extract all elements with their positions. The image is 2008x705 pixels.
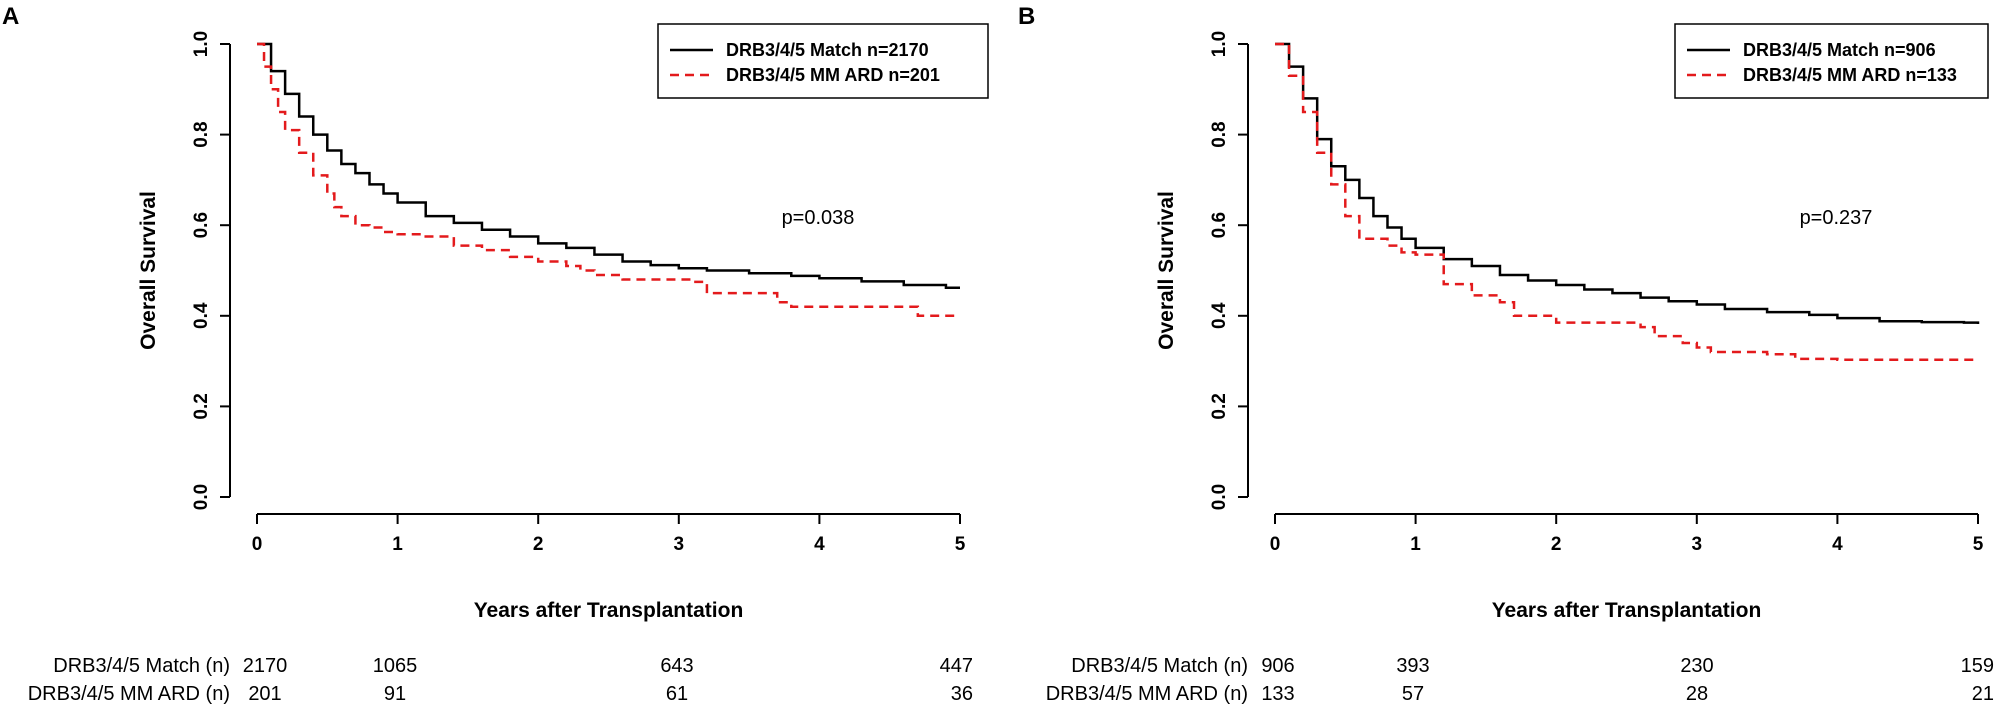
legend: DRB3/4/5 Match n=906 DRB3/4/5 MM ARD n=1…	[1674, 23, 1989, 99]
risk-count: 133	[1261, 683, 1294, 705]
y-tick-label: 0.0	[191, 484, 212, 510]
y-tick-label: 1.0	[191, 31, 212, 57]
legend-label-match: DRB3/4/5 Match n=2170	[726, 40, 929, 60]
risk-row-label-mm-ard: DRB3/4/5 MM ARD (n)	[1046, 683, 1248, 705]
x-tick-label: 1	[1410, 534, 1421, 555]
risk-table: DRB3/4/5 Match (n) DRB3/4/5 MM ARD (n) 2…	[28, 655, 973, 705]
risk-count: 447	[940, 655, 973, 677]
risk-count: 57	[1402, 683, 1424, 705]
y-tick-label: 0.8	[191, 121, 212, 147]
x-tick-label: 2	[533, 534, 544, 555]
panel-a: A 0.0 0.2 0.4 0.6 0.8 1.0 0 1 2 3 4 5 Overall Surv…	[2, 3, 989, 705]
y-tick-label: 0.4	[191, 302, 212, 329]
x-ticks: 0 1 2 3 4 5	[252, 514, 966, 555]
risk-table: DRB3/4/5 Match (n) DRB3/4/5 MM ARD (n) 9…	[1046, 655, 1994, 705]
risk-count: 36	[951, 683, 973, 705]
x-tick-label: 0	[252, 534, 263, 555]
risk-count: 906	[1261, 655, 1294, 677]
x-tick-label: 1	[392, 534, 403, 555]
y-axis-title: Overall Survival	[1155, 191, 1178, 350]
y-tick-label: 0.8	[1209, 121, 1230, 147]
x-tick-label: 2	[1551, 534, 1562, 555]
y-tick-label: 0.6	[1209, 212, 1230, 238]
risk-count: 91	[384, 683, 406, 705]
y-tick-label: 0.6	[191, 212, 212, 238]
risk-count: 393	[1396, 655, 1429, 677]
x-tick-label: 3	[674, 534, 685, 555]
survival-curves	[257, 42, 960, 318]
p-value: p=0.038	[782, 207, 855, 229]
y-tick-label: 0.2	[1209, 393, 1230, 419]
y-tick-label: 0.0	[1209, 484, 1230, 510]
y-tick-label: 0.2	[191, 393, 212, 419]
x-ticks: 0 1 2 3 4 5	[1270, 514, 1984, 555]
panel-letter: B	[1018, 3, 1035, 30]
x-axis-title: Years after Transplantation	[474, 599, 744, 622]
y-tick-label: 0.4	[1209, 302, 1230, 329]
legend-box	[657, 23, 989, 99]
y-ticks: 0.0 0.2 0.4 0.6 0.8 1.0	[1209, 31, 1248, 510]
legend-box	[1674, 23, 1989, 99]
risk-count: 28	[1686, 683, 1708, 705]
curve-mm-ard	[257, 42, 960, 318]
risk-row-label-match: DRB3/4/5 Match (n)	[1071, 655, 1248, 677]
risk-row-label-mm-ard: DRB3/4/5 MM ARD (n)	[28, 683, 230, 705]
x-tick-label: 5	[1973, 534, 1984, 555]
curve-match	[1275, 42, 1980, 324]
survival-curves	[1275, 42, 1980, 361]
risk-count: 201	[248, 683, 281, 705]
legend-label-mm-ard: DRB3/4/5 MM ARD n=201	[726, 65, 940, 85]
risk-count: 1065	[373, 655, 418, 677]
y-tick-label: 1.0	[1209, 31, 1230, 57]
curve-match	[257, 42, 960, 289]
panel-letter: A	[2, 3, 19, 30]
p-value: p=0.237	[1800, 207, 1873, 229]
y-axis-title: Overall Survival	[137, 191, 160, 350]
curve-mm-ard	[1275, 42, 1978, 361]
panel-b: B 0.0 0.2 0.4 0.6 0.8 1.0 0 1 2 3 4 5 Overall Surv…	[1018, 3, 1994, 705]
legend-label-mm-ard: DRB3/4/5 MM ARD n=133	[1743, 65, 1957, 85]
x-tick-label: 5	[955, 534, 966, 555]
x-tick-label: 4	[814, 534, 825, 555]
y-ticks: 0.0 0.2 0.4 0.6 0.8 1.0	[191, 31, 230, 510]
risk-counts: 906 393 230 159 133 57 28 21	[1261, 655, 1994, 705]
legend: DRB3/4/5 Match n=2170 DRB3/4/5 MM ARD n=…	[657, 23, 989, 99]
legend-label-match: DRB3/4/5 Match n=906	[1743, 40, 1936, 60]
risk-count: 643	[660, 655, 693, 677]
risk-counts: 2170 1065 643 447 201 91 61 36	[243, 655, 973, 705]
risk-count: 21	[1972, 683, 1994, 705]
risk-count: 230	[1680, 655, 1713, 677]
risk-count: 159	[1961, 655, 1994, 677]
risk-count: 61	[666, 683, 688, 705]
risk-count: 2170	[243, 655, 288, 677]
risk-row-label-match: DRB3/4/5 Match (n)	[53, 655, 230, 677]
x-axis-title: Years after Transplantation	[1492, 599, 1762, 622]
x-tick-label: 4	[1832, 534, 1843, 555]
x-tick-label: 3	[1692, 534, 1703, 555]
x-tick-label: 0	[1270, 534, 1281, 555]
